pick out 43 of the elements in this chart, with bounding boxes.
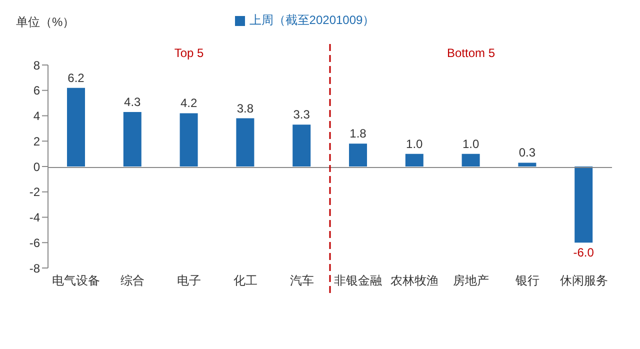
y-tick-label: -6: [29, 236, 40, 250]
bar: [292, 124, 311, 166]
data-label: 3.3: [293, 108, 310, 122]
x-tick-label: 非银金融: [334, 274, 382, 288]
data-label: 0.3: [518, 146, 536, 160]
x-tick-label: 银行: [514, 274, 540, 288]
x-tick-label: 汽车: [290, 274, 314, 288]
x-tick-label: 化工: [233, 274, 258, 288]
data-label: 6.2: [68, 70, 85, 85]
y-tick-label: -4: [29, 210, 40, 225]
y-tick-label: -2: [29, 185, 40, 200]
bar: [574, 166, 593, 243]
data-label: 3.8: [236, 101, 254, 116]
x-tick-label: 房地产: [453, 274, 489, 288]
data-label: 1.8: [350, 126, 367, 141]
y-tick-label: 2: [33, 134, 40, 148]
bar: [462, 154, 480, 166]
bar: [349, 144, 367, 166]
x-tick-label: 农林牧渔: [390, 274, 439, 288]
data-label: -6.0: [573, 246, 594, 260]
x-tick-label: 电子: [177, 274, 201, 288]
y-tick-label: 8: [33, 58, 40, 72]
bar: [123, 112, 142, 166]
data-label: 4.3: [124, 94, 142, 109]
text: Top 5: [173, 46, 205, 60]
y-axis-title: 单位（%）: [16, 14, 75, 31]
bar: [236, 118, 254, 166]
y-tick-label: 0: [33, 160, 40, 174]
y-tick-label: 4: [33, 109, 40, 124]
bar: [405, 154, 424, 166]
x-tick-label: 电气设备: [52, 274, 100, 288]
data-label: 4.2: [180, 96, 198, 110]
x-tick-label: 综合: [120, 274, 145, 288]
y-tick-label: 6: [33, 84, 40, 98]
bar: [67, 88, 85, 166]
bar: [180, 113, 198, 166]
data-label: 1.0: [406, 136, 424, 151]
y-tick-label: -8: [29, 261, 40, 276]
text: Bottom 5: [446, 46, 496, 60]
x-tick-label: 休闲服务: [560, 274, 608, 288]
legend-label: 上周（截至20201009）: [249, 13, 375, 27]
data-label: 1.0: [462, 136, 480, 151]
bar: [518, 162, 536, 166]
